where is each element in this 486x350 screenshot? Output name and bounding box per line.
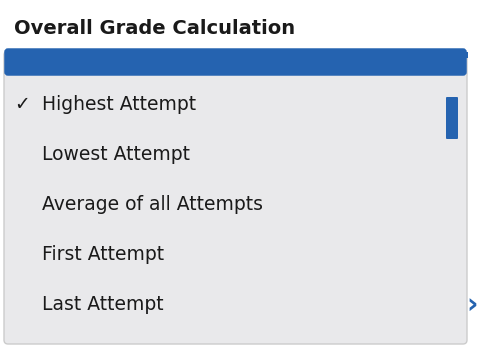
FancyBboxPatch shape [4, 51, 467, 344]
Text: Highest Attempt: Highest Attempt [42, 96, 196, 114]
Bar [8, 52, 468, 58]
Text: Last Attempt: Last Attempt [42, 295, 164, 315]
Text: First Attempt: First Attempt [42, 245, 164, 265]
Text: Overall Grade Calculation: Overall Grade Calculation [14, 19, 295, 37]
FancyBboxPatch shape [446, 97, 458, 139]
Text: ✓: ✓ [14, 96, 30, 114]
Text: Average of all Attempts: Average of all Attempts [42, 196, 263, 215]
Text: ›: › [466, 291, 478, 319]
Text: Lowest Attempt: Lowest Attempt [42, 146, 190, 164]
FancyBboxPatch shape [6, 50, 465, 74]
